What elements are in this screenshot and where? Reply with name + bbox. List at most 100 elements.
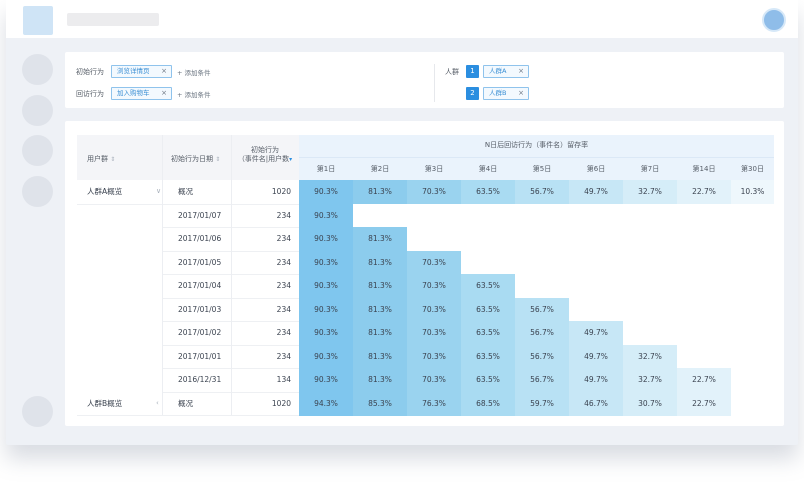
crowd-index-badge: 2 <box>466 87 479 100</box>
retention-cell: 56.7% <box>515 297 569 322</box>
retention-cell: 81.3% <box>353 368 407 392</box>
return-action-tag[interactable]: 加入购物车 × <box>111 87 172 100</box>
row-divider <box>77 203 299 205</box>
retention-table: 用户群 ⇕ 初始行为日期 ⇕ 初始行为 （事件名|用户数▾ N日后回访行为（事件… <box>65 121 784 426</box>
retention-cell: 70.3% <box>407 274 461 298</box>
initial-action-value: 浏览详情页 <box>117 67 150 75</box>
retention-cell: 56.7% <box>515 344 569 369</box>
day-column-header[interactable]: 第1日 <box>316 165 336 173</box>
retention-cell: 90.3% <box>299 227 353 251</box>
close-icon[interactable]: × <box>161 67 167 75</box>
crowd-tag[interactable]: 人群B × <box>483 87 529 100</box>
row-divider <box>162 391 299 393</box>
crowd-label: 人群 <box>445 68 459 76</box>
initial-action-tag[interactable]: 浏览详情页 × <box>111 65 172 78</box>
add-condition-link[interactable]: + 添加条件 <box>177 91 211 99</box>
retention-cell: 70.3% <box>407 321 461 345</box>
initial-date-cell: 2017/01/05 <box>178 257 222 267</box>
retention-cell: 63.5% <box>461 297 515 322</box>
day-column-header[interactable]: 第14日 <box>692 165 716 173</box>
retention-cell <box>731 392 774 416</box>
close-icon[interactable]: × <box>518 67 524 75</box>
retention-cell: 90.3% <box>299 368 353 392</box>
day-column-header[interactable]: 第6日 <box>586 165 606 173</box>
initial-count-cell: 234 <box>276 210 291 220</box>
return-action-value: 加入购物车 <box>117 89 150 97</box>
sort-icon[interactable]: ⇕ <box>215 156 221 163</box>
retention-cell: 94.3% <box>299 391 353 416</box>
retention-cell: 70.3% <box>407 368 461 392</box>
column-header-initial-date[interactable]: 初始行为日期 ⇕ <box>171 154 220 164</box>
row-divider <box>162 321 299 322</box>
row-divider <box>162 344 299 346</box>
add-condition-link[interactable]: + 添加条件 <box>177 69 211 77</box>
retention-cell: 32.7% <box>623 344 677 369</box>
header-divider <box>299 157 774 158</box>
sidebar-nav-icon[interactable] <box>22 176 53 207</box>
initial-date-cell: 概况 <box>178 398 193 408</box>
initial-date-cell: 2017/01/04 <box>178 281 222 290</box>
top-bar <box>6 0 798 38</box>
sidebar-nav-icon[interactable] <box>22 135 53 166</box>
column-divider <box>231 135 232 415</box>
sort-icon[interactable]: ▾ <box>289 156 293 163</box>
day-column-header[interactable]: 第7日 <box>640 165 660 173</box>
retention-cell: 90.3% <box>299 321 353 345</box>
column-header-label: 初始行为日期 <box>171 155 213 163</box>
retention-cell: 59.7% <box>515 391 569 416</box>
retention-cell: 49.7% <box>569 344 623 369</box>
retention-cell: 56.7% <box>515 368 569 392</box>
retention-cell: 22.7% <box>677 180 731 204</box>
retention-cell: 68.5% <box>461 391 515 416</box>
retention-cell: 63.5% <box>461 274 515 298</box>
retention-cell: 70.3% <box>407 180 461 204</box>
retention-cell: 63.5% <box>461 180 515 204</box>
initial-date-cell: 2017/01/03 <box>178 304 222 314</box>
initial-count-cell: 234 <box>276 351 291 361</box>
initial-date-cell: 2017/01/06 <box>178 234 222 243</box>
row-divider <box>162 250 299 252</box>
retention-cell: 70.3% <box>407 250 461 275</box>
initial-count-cell: 234 <box>276 234 291 243</box>
retention-cell: 70.3% <box>407 344 461 369</box>
sidebar-nav-icon[interactable] <box>22 54 53 85</box>
day-column-header[interactable]: 第2日 <box>370 165 390 173</box>
chevron-down-icon[interactable]: ∨ <box>156 187 162 195</box>
sidebar-nav-icon[interactable] <box>22 396 53 427</box>
column-header-label: 用户群 <box>87 155 108 163</box>
column-divider <box>162 135 163 415</box>
retention-cell: 46.7% <box>569 391 623 416</box>
initial-date-cell: 2017/01/07 <box>178 210 222 220</box>
chevron-left-icon[interactable]: ‹ <box>156 398 159 407</box>
day-column-header[interactable]: 第3日 <box>424 165 444 173</box>
crowd-index-badge: 1 <box>466 65 479 78</box>
close-icon[interactable]: × <box>161 89 167 97</box>
day-column-header[interactable]: 第4日 <box>478 165 498 173</box>
retention-cell: 63.5% <box>461 368 515 392</box>
initial-count-cell: 1020 <box>271 398 291 408</box>
divider <box>434 64 435 102</box>
sort-icon[interactable]: ⇕ <box>110 156 116 163</box>
row-divider <box>162 297 299 299</box>
close-icon[interactable]: × <box>518 89 524 97</box>
retention-cell: 56.7% <box>515 321 569 345</box>
initial-count-cell: 234 <box>276 328 291 337</box>
column-header-user-group[interactable]: 用户群 ⇕ <box>87 154 115 164</box>
day-column-header[interactable]: 第5日 <box>532 165 552 173</box>
initial-action-label: 初始行为 <box>76 68 104 76</box>
initial-date-cell: 概况 <box>178 187 193 196</box>
retention-cell: 70.3% <box>407 297 461 322</box>
retention-cell: 22.7% <box>677 391 731 416</box>
retention-cell: 81.3% <box>353 180 407 204</box>
app-logo <box>23 6 53 35</box>
initial-date-cell: 2017/01/02 <box>178 328 222 337</box>
day-column-header[interactable]: 第30日 <box>741 165 764 173</box>
column-header-initial-count[interactable]: 初始行为 （事件名|用户数▾ <box>231 146 299 164</box>
avatar[interactable] <box>762 8 786 32</box>
initial-count-cell: 1020 <box>271 187 291 196</box>
retention-cell: 49.7% <box>569 321 623 345</box>
crowd-tag[interactable]: 人群A × <box>483 65 529 78</box>
sidebar-nav-icon[interactable] <box>22 95 53 126</box>
retention-cell: 90.3% <box>299 203 353 228</box>
user-group-cell: 人群A概览 <box>87 187 123 196</box>
